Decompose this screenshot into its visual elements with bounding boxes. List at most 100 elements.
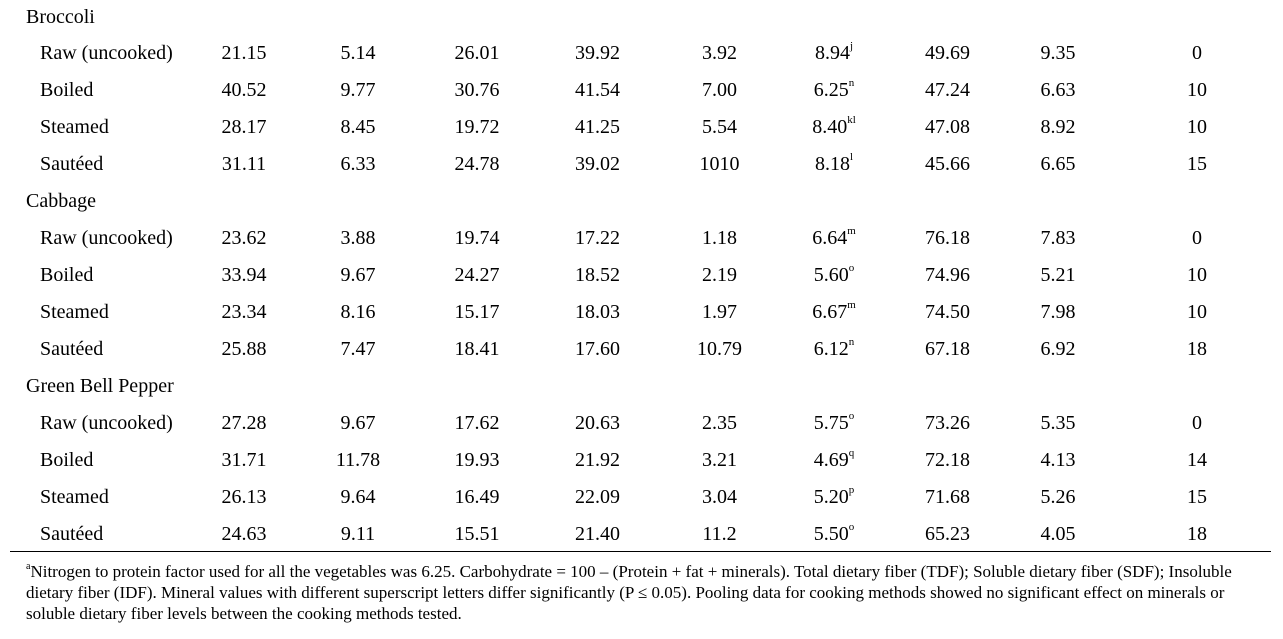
group-label: Broccoli [26, 6, 95, 28]
value-cell-6: 5.75o [778, 404, 890, 441]
value-cell-2: 9.11 [340, 522, 376, 545]
table-row: Raw (uncooked) 21.15 5.14 26.01 39.92 3.92 8.9… [0, 34, 1283, 71]
value-cell-8: 9.35 [1040, 41, 1076, 64]
table-row: Boiled 31.71 11.78 19.93 21.92 3.21 4.69q 72.18… [0, 441, 1283, 478]
value-cell-9: 10 [1187, 115, 1207, 138]
value-cell-7: 76.18 [925, 226, 970, 249]
footnote: aNitrogen to protein factor used for all… [26, 561, 1266, 624]
group-header-row: Green Bell Pepper [0, 367, 1283, 404]
value-cell-3: 24.78 [454, 152, 500, 175]
value-cell-7: 47.24 [925, 78, 970, 101]
value-cell-9: 15 [1187, 485, 1207, 508]
value-cell-3: 17.62 [454, 411, 500, 434]
value-cell-9: 10 [1187, 263, 1207, 286]
significance-letter: m [847, 224, 856, 237]
value-cell-4: 22.09 [575, 485, 620, 508]
value-cell-2: 7.47 [340, 337, 376, 360]
value-cell-2: 3.88 [340, 226, 376, 249]
mineral-value: 6.67 [812, 300, 848, 323]
footnote-divider [10, 551, 1271, 552]
value-cell-8: 8.92 [1040, 115, 1076, 138]
value-cell-4: 17.60 [575, 337, 620, 360]
table-row: Steamed 28.17 8.45 19.72 41.25 5.54 8.40kl 47.0… [0, 108, 1283, 145]
value-cell-9: 18 [1187, 337, 1207, 360]
group-label: Green Bell Pepper [26, 374, 174, 397]
value-cell-6: 5.60o [778, 256, 890, 293]
value-cell-4: 21.40 [575, 522, 620, 545]
significance-letter: m [847, 298, 856, 311]
value-cell-7: 71.68 [925, 485, 970, 508]
value-cell-8: 6.65 [1040, 152, 1076, 175]
significance-letter: n [848, 76, 855, 89]
value-cell-6: 6.67m [778, 293, 890, 330]
value-cell-1: 21.15 [221, 41, 267, 64]
value-cell-1: 23.34 [221, 300, 267, 323]
value-cell-8: 7.98 [1040, 300, 1076, 323]
value-cell-3: 16.49 [454, 485, 500, 508]
value-cell-1: 27.28 [221, 411, 267, 434]
value-cell-8: 5.21 [1040, 263, 1076, 286]
cooking-method-cell: Boiled [40, 448, 94, 471]
value-cell-7: 49.69 [925, 41, 970, 64]
significance-letter: q [848, 446, 855, 459]
value-cell-7: 67.18 [925, 337, 970, 360]
value-cell-6: 8.18l [778, 145, 890, 182]
value-cell-1: 25.88 [221, 337, 267, 360]
value-cell-6: 6.12n [778, 330, 890, 367]
value-cell-2: 9.77 [340, 78, 376, 101]
value-cell-5: 10.79 [697, 337, 742, 360]
value-cell-1: 26.13 [221, 485, 267, 508]
value-cell-6: 8.94j [778, 34, 890, 71]
table-row: Steamed 26.13 9.64 16.49 22.09 3.04 5.20p 71.68… [0, 478, 1283, 515]
group-header-row: Broccoli [0, 0, 1283, 34]
table-body: Broccoli Raw (uncooked) 21.15 5.14 26.01 39.9… [0, 0, 1283, 552]
mineral-value: 4.69 [813, 448, 849, 471]
value-cell-3: 19.72 [454, 115, 500, 138]
value-cell-5: 3.92 [702, 41, 737, 64]
mineral-value: 8.94 [814, 41, 850, 64]
value-cell-6: 6.64m [778, 219, 890, 256]
value-cell-5: 1.97 [702, 300, 737, 323]
value-cell-2: 8.45 [340, 115, 376, 138]
value-cell-9: 10 [1187, 300, 1207, 323]
value-cell-9: 0 [1192, 41, 1202, 64]
group-header-row: Cabbage [0, 182, 1283, 219]
value-cell-4: 39.02 [575, 152, 620, 175]
value-cell-5: 3.04 [702, 485, 737, 508]
cooking-method-cell: Raw (uncooked) [40, 226, 173, 249]
cooking-method-cell: Sautéed [40, 522, 104, 545]
significance-letter: n [848, 335, 855, 348]
significance-letter: o [848, 261, 855, 274]
value-cell-1: 23.62 [221, 226, 267, 249]
value-cell-4: 20.63 [575, 411, 620, 434]
cooking-method-cell: Steamed [40, 485, 109, 508]
table-row: Sautéed 24.63 9.11 15.51 21.40 11.2 5.50o 65.23… [0, 515, 1283, 552]
cooking-method-cell: Boiled [40, 263, 94, 286]
value-cell-6: 6.25n [778, 71, 890, 108]
mineral-value: 8.40 [812, 115, 848, 138]
value-cell-3: 15.17 [454, 300, 500, 323]
significance-letter: l [849, 150, 854, 163]
table-row: Sautéed 25.88 7.47 18.41 17.60 10.79 6.12n 67.1… [0, 330, 1283, 367]
value-cell-3: 15.51 [454, 522, 500, 545]
value-cell-6: 5.50o [778, 515, 890, 552]
significance-letter: kl [847, 113, 856, 126]
value-cell-2: 6.33 [340, 152, 376, 175]
value-cell-8: 5.35 [1040, 411, 1076, 434]
value-cell-5: 11.2 [702, 522, 737, 545]
cooking-method-cell: Raw (uncooked) [40, 411, 173, 434]
value-cell-4: 41.54 [575, 78, 620, 101]
value-cell-3: 19.74 [454, 226, 500, 249]
mineral-value: 8.18 [814, 152, 850, 175]
value-cell-9: 18 [1187, 522, 1207, 545]
value-cell-4: 21.92 [575, 448, 620, 471]
value-cell-9: 14 [1187, 448, 1207, 471]
value-cell-3: 19.93 [454, 448, 500, 471]
significance-letter: j [849, 39, 854, 52]
value-cell-7: 65.23 [925, 522, 970, 545]
value-cell-6: 8.40kl [778, 108, 890, 145]
value-cell-8: 6.63 [1040, 78, 1076, 101]
value-cell-1: 31.71 [221, 448, 267, 471]
value-cell-5: 1010 [699, 152, 740, 175]
value-cell-5: 2.35 [702, 411, 737, 434]
